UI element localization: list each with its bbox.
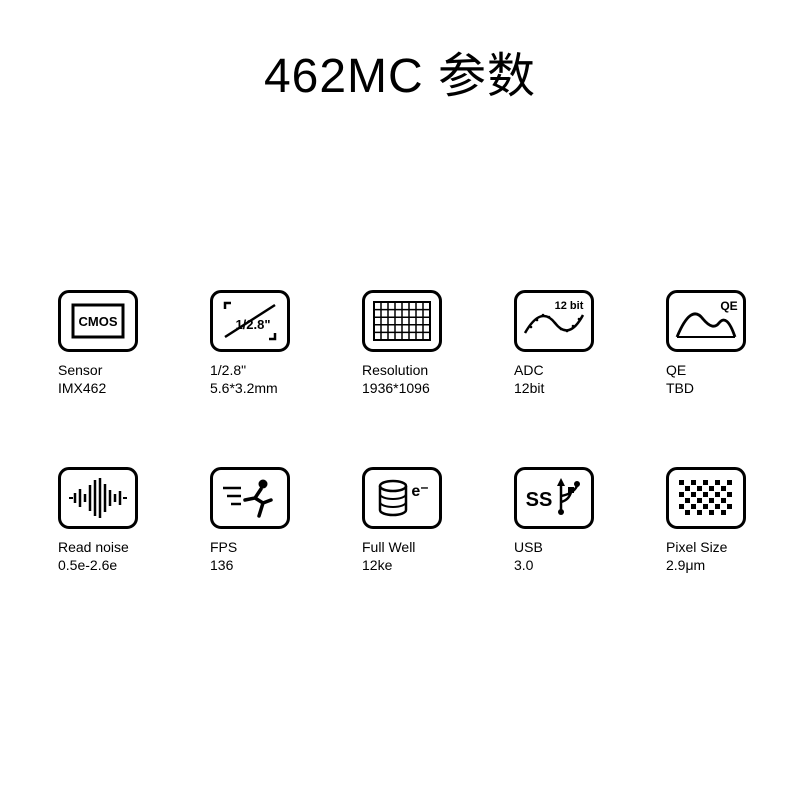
spec-qe: QE QE TBD — [666, 290, 766, 397]
cmos-icon: CMOS — [58, 290, 138, 352]
svg-text:CMOS: CMOS — [79, 314, 118, 329]
svg-text:e⁻: e⁻ — [411, 483, 428, 500]
spec-label: Pixel Size — [666, 539, 727, 557]
spec-value: 12ke — [362, 557, 392, 575]
spec-usb: SS USB 3.0 — [514, 467, 614, 574]
spec-label: Resolution — [362, 362, 428, 380]
spec-label: FPS — [210, 539, 237, 557]
pixels-icon — [666, 467, 746, 529]
spec-pixelsize: Pixel Size 2.9μm — [666, 467, 766, 574]
spec-label: Full Well — [362, 539, 415, 557]
svg-text:SS: SS — [526, 489, 553, 511]
spec-value: 1936*1096 — [362, 380, 430, 398]
adc-icon: 12 bit — [514, 290, 594, 352]
spec-format: 1/2.8" 1/2.8" 5.6*3.2mm — [210, 290, 310, 397]
fullwell-icon: e⁻ — [362, 467, 442, 529]
svg-text:1/2.8": 1/2.8" — [235, 317, 270, 332]
spec-value: IMX462 — [58, 380, 106, 398]
spec-sensor: CMOS Sensor IMX462 — [58, 290, 158, 397]
spec-grid: CMOS Sensor IMX462 1/2.8" 1/2.8" 5.6*3.2… — [58, 290, 746, 574]
runner-icon — [210, 467, 290, 529]
usb-icon: SS — [514, 467, 594, 529]
spec-value: 136 — [210, 557, 233, 575]
noise-icon — [58, 467, 138, 529]
spec-label: QE — [666, 362, 686, 380]
svg-text:QE: QE — [720, 299, 737, 313]
spec-label: Read noise — [58, 539, 129, 557]
spec-resolution: Resolution 1936*1096 — [362, 290, 462, 397]
spec-fps: FPS 136 — [210, 467, 310, 574]
spec-label: 1/2.8" — [210, 362, 246, 380]
spec-label: ADC — [514, 362, 544, 380]
qe-icon: QE — [666, 290, 746, 352]
spec-value: TBD — [666, 380, 694, 398]
svg-text:12 bit: 12 bit — [555, 300, 584, 312]
spec-label: USB — [514, 539, 543, 557]
spec-value: 5.6*3.2mm — [210, 380, 278, 398]
spec-adc: 12 bit ADC 12bit — [514, 290, 614, 397]
spec-value: 12bit — [514, 380, 544, 398]
spec-fullwell: e⁻ Full Well 12ke — [362, 467, 462, 574]
diagonal-icon: 1/2.8" — [210, 290, 290, 352]
grid-icon — [362, 290, 442, 352]
spec-value: 3.0 — [514, 557, 533, 575]
spec-value: 0.5e-2.6e — [58, 557, 117, 575]
spec-label: Sensor — [58, 362, 102, 380]
spec-value: 2.9μm — [666, 557, 705, 575]
spec-readnoise: Read noise 0.5e-2.6e — [58, 467, 158, 574]
page-title: 462MC 参数 — [0, 36, 800, 106]
